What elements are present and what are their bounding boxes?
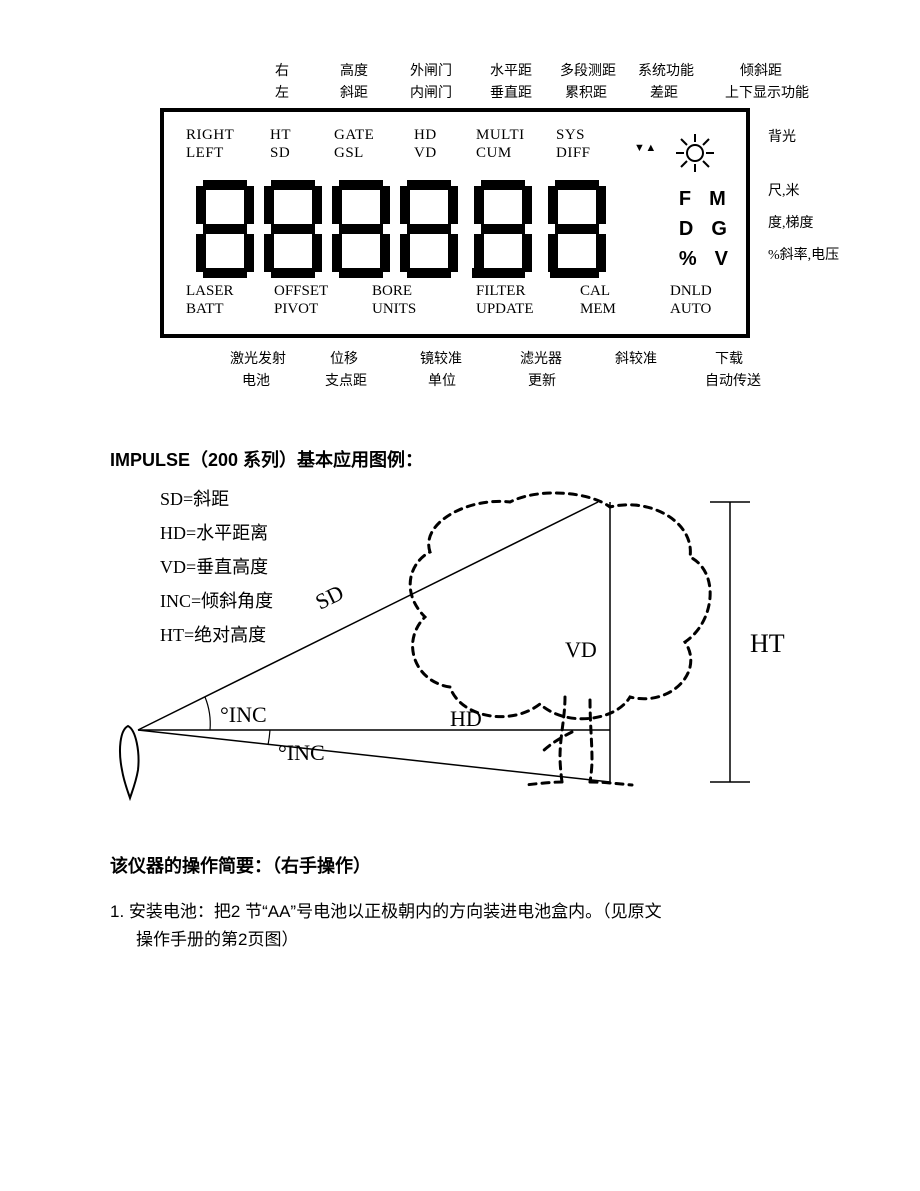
label: 更新 [528,370,556,390]
label: 单位 [428,370,456,390]
label: 激光发射 [230,348,286,368]
label-ht: HT [750,629,785,658]
top-chinese-labels: 右 高度 外闸门 水平距 多段测距 系统功能 倾斜距 左 斜距 内闸门 垂直距 … [170,60,810,108]
indicator: DNLD [670,282,712,300]
sun-icon [674,132,716,179]
indicator: VD [414,144,437,162]
indicator: LEFT [186,144,234,162]
unit: F [679,184,691,214]
indicator: SYS [556,126,591,144]
indicator: SD [270,144,291,162]
digit [332,180,390,278]
label: 水平距 [490,60,532,80]
label: 累积距 [565,82,607,102]
indicator: UPDATE [476,300,534,318]
indicator: UNITS [372,300,416,318]
label: 左 [275,82,289,102]
label: 多段测距 [560,60,616,80]
step-line: 操作手册的第2页图） [136,926,810,954]
label: 支点距 [325,370,367,390]
label-hd: HD [450,706,482,731]
indicator: DIFF [556,144,591,162]
indicator: HD [414,126,437,144]
label: 内闸门 [410,82,452,102]
digit-display [196,180,606,278]
measurement-diagram: SD VD HD HT °INC °INC [110,482,810,822]
unit: G [711,214,727,244]
label: 尺,米 [768,180,800,200]
indicator: RIGHT [186,126,234,144]
lcd-wrap: RIGHTLEFT HTSD GATEGSL HDVD MULTICUM SYS… [110,108,810,338]
label-vd: VD [565,637,597,662]
indicator: CUM [476,144,525,162]
lcd-panel: RIGHTLEFT HTSD GATEGSL HDVD MULTICUM SYS… [160,108,750,338]
label: 滤光器 [520,348,562,368]
label: 上下显示功能 [725,82,809,102]
section-heading: IMPULSE（200 系列）基本应用图例： [110,446,810,472]
page: 右 高度 外闸门 水平距 多段测距 系统功能 倾斜距 左 斜距 内闸门 垂直距 … [0,0,920,1014]
indicator: HT [270,126,291,144]
label-inc: °INC [220,702,267,727]
instruction-step: 1. 安装电池：把2 节“AA”号电池以正极朝内的方向装进电池盒内。（见原文 操… [110,898,810,954]
label: 电池 [242,370,270,390]
label: 背光 [768,126,796,146]
label: 系统功能 [638,60,694,80]
indicator: CAL [580,282,616,300]
label: 度,梯度 [768,212,814,232]
indicator: LASER [186,282,234,300]
digit [474,180,532,278]
label: 差距 [650,82,678,102]
unit: M [709,184,726,214]
indicator: FILTER [476,282,534,300]
lcd-bottom-indicators: LASERBATT OFFSETPIVOT BOREUNITS FILTERUP… [186,282,724,322]
indicator: BATT [186,300,234,318]
indicator: PIVOT [274,300,328,318]
indicator: MEM [580,300,616,318]
step-line: 1. 安装电池：把2 节“AA”号电池以正极朝内的方向装进电池盒内。（见原文 [110,898,810,926]
label-sd: SD [311,580,347,615]
label: 斜距 [340,82,368,102]
indicator: GATE [334,126,374,144]
indicator: MULTI [476,126,525,144]
label: 镜较准 [420,348,462,368]
digit [548,180,606,278]
indicator: BORE [372,282,416,300]
indicator: GSL [334,144,374,162]
unit: V [715,244,728,274]
label: 垂直距 [490,82,532,102]
label: 自动传送 [705,370,761,390]
bottom-chinese-labels: 激光发射 位移 镜较准 滤光器 斜较准 下载 电池 支点距 单位 更新 自动传送 [170,348,810,396]
label: 倾斜距 [740,60,782,80]
indicator: AUTO [670,300,712,318]
unit-indicators: FM DG % V [679,184,728,274]
digit [264,180,322,278]
label: 位移 [330,348,358,368]
label: 下载 [715,348,743,368]
unit: % [679,244,697,274]
lcd-top-indicators: RIGHTLEFT HTSD GATEGSL HDVD MULTICUM SYS… [186,126,724,166]
digit [400,180,458,278]
label: 高度 [340,60,368,80]
label: 右 [275,60,289,80]
digit [196,180,254,278]
tree-diagram-svg: SD VD HD HT °INC °INC [110,482,830,822]
section-heading: 该仪器的操作简要：（右手操作） [110,852,810,878]
label: 外闸门 [410,60,452,80]
label: %斜率,电压 [768,244,839,264]
label-inc: °INC [278,740,325,765]
updown-icon: ▼▲ [634,142,657,154]
indicator: OFFSET [274,282,328,300]
unit: D [679,214,693,244]
label: 斜较准 [615,348,657,368]
